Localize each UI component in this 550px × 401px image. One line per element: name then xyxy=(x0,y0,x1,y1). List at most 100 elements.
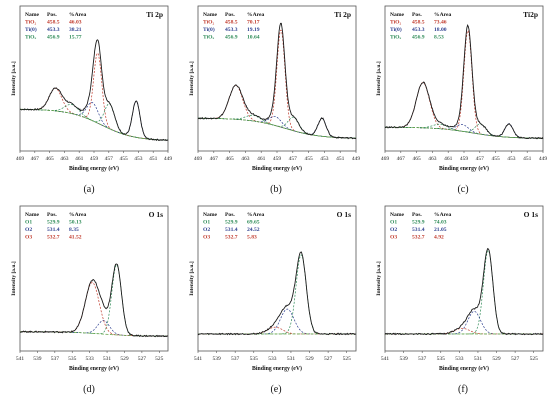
y-axis-label: Intensity [a.u.] xyxy=(376,61,382,96)
x-tick-label: 457 xyxy=(476,156,485,162)
table-cell-pos: 453.3 xyxy=(412,27,425,33)
table-cell-name: O1 xyxy=(203,220,210,226)
table-cell-name: O3 xyxy=(390,235,397,241)
x-tick-label: 451 xyxy=(336,156,345,162)
table-cell-name: TiO₂ xyxy=(390,20,402,26)
x-tick-label: 541 xyxy=(381,356,390,362)
table-cell-name: Ti(0) xyxy=(203,26,215,33)
x-tick-label: 535 xyxy=(437,356,446,362)
table-cell-pos: 531.4 xyxy=(47,227,60,233)
chart-title: Ti 2p xyxy=(146,10,163,19)
table-cell-name: TiO₂ xyxy=(203,20,215,26)
table-header: Name xyxy=(203,212,217,218)
x-tick-label: 525 xyxy=(343,356,352,362)
fit-component-curve xyxy=(19,103,169,141)
plot-frame xyxy=(384,205,544,352)
table-header: Pos. xyxy=(225,12,235,18)
table-cell-pos: 456.9 xyxy=(47,35,60,41)
envelope-curve xyxy=(197,22,357,140)
chart-panel: Ti2p Intensity [a.u.] 469 467 465 463 461 459 45… xyxy=(376,5,548,195)
table-cell-pos: 456.9 xyxy=(225,35,238,41)
x-tick-label: 531 xyxy=(287,356,296,362)
plot-frame xyxy=(19,205,169,352)
x-axis-label: Binding energy (eV) xyxy=(439,365,489,372)
fit-component-curve xyxy=(385,82,544,139)
table-cell-name: O2 xyxy=(25,227,32,233)
table-cell-name: TiOₓ xyxy=(25,35,37,41)
fit-component-curve xyxy=(198,308,356,335)
table-cell-pos: 532.7 xyxy=(47,235,60,241)
x-axis-label: Binding energy (eV) xyxy=(252,165,302,172)
fit-component-curve xyxy=(20,282,169,337)
table-cell-pos: 532.7 xyxy=(225,235,238,241)
table-cell-area: 4.92 xyxy=(434,235,444,241)
x-tick-label: 449 xyxy=(539,156,548,162)
fit-component-curve xyxy=(20,264,169,337)
x-tick-label: 529 xyxy=(492,356,501,362)
x-tick-label: 535 xyxy=(68,356,77,362)
table-cell-name: Ti(0) xyxy=(390,26,402,33)
table-header: Pos. xyxy=(412,212,422,218)
table-header: Name xyxy=(25,212,39,218)
fit-component-curve xyxy=(197,85,357,139)
fit-component-curve xyxy=(197,117,357,139)
x-tick-label: 453 xyxy=(320,156,329,162)
table-cell-pos: 458.5 xyxy=(412,20,425,26)
table-header: Name xyxy=(390,212,404,218)
table-cell-area: 8.53 xyxy=(434,35,444,41)
table-cell-area: 73.46 xyxy=(434,20,447,26)
x-tick-label: 467 xyxy=(31,156,40,162)
x-tick-label: 461 xyxy=(75,156,84,162)
table-cell-name: Ti(0) xyxy=(25,26,37,33)
y-axis-label: Intensity [a.u.] xyxy=(189,61,195,96)
chart-title: O 1s xyxy=(524,210,538,219)
table-header: %Area xyxy=(69,212,86,218)
x-axis-label: Binding energy (eV) xyxy=(439,165,489,172)
table-cell-name: O3 xyxy=(25,235,32,241)
table-header: Name xyxy=(390,12,404,18)
table-cell-area: 19.19 xyxy=(247,27,260,33)
x-tick-label: 465 xyxy=(412,156,421,162)
table-cell-pos: 532.7 xyxy=(412,235,425,241)
table-cell-name: TiO₂ xyxy=(25,20,37,26)
envelope-curve xyxy=(19,263,169,338)
chart-title: Ti 2p xyxy=(334,10,351,19)
x-tick-label: 453 xyxy=(134,156,143,162)
envelope-curve xyxy=(197,251,357,336)
x-tick-label: 461 xyxy=(444,156,453,162)
x-tick-label: 463 xyxy=(428,156,437,162)
x-tick-label: 465 xyxy=(225,156,234,162)
table-header: Name xyxy=(25,12,39,18)
x-tick-label: 533 xyxy=(455,356,464,362)
x-tick-label: 541 xyxy=(16,356,25,362)
x-tick-label: 539 xyxy=(33,356,42,362)
chart-title: Ti2p xyxy=(523,10,538,19)
table-cell-name: O2 xyxy=(390,227,397,233)
fit-component-curve xyxy=(19,104,169,141)
table-cell-name: O1 xyxy=(25,220,32,226)
x-tick-label: 455 xyxy=(304,156,313,162)
x-tick-label: 533 xyxy=(86,356,95,362)
x-tick-label: 539 xyxy=(212,356,221,362)
table-header: %Area xyxy=(434,212,451,218)
plot-frame xyxy=(19,5,169,152)
x-tick-label: 469 xyxy=(16,156,25,162)
plot-frame xyxy=(384,5,544,152)
x-tick-label: 527 xyxy=(324,356,333,362)
fit-component-curve xyxy=(385,123,544,139)
table-cell-area: 24.52 xyxy=(247,227,260,233)
table-header: Name xyxy=(203,12,217,18)
x-tick-label: 453 xyxy=(507,156,516,162)
table-cell-area: 10.64 xyxy=(247,35,260,41)
chart-title: O 1s xyxy=(149,210,163,219)
table-cell-area: 8.35 xyxy=(69,227,79,233)
subplot-caption: (f) xyxy=(458,384,468,395)
table-cell-area: 46.03 xyxy=(69,20,82,26)
x-tick-label: 451 xyxy=(149,156,158,162)
envelope-curve xyxy=(19,39,169,142)
chart-title: O 1s xyxy=(337,210,351,219)
table-cell-area: 5.83 xyxy=(247,235,257,241)
table-cell-area: 15.77 xyxy=(69,35,82,41)
fit-component-curve xyxy=(197,116,357,139)
x-tick-label: 459 xyxy=(90,156,99,162)
